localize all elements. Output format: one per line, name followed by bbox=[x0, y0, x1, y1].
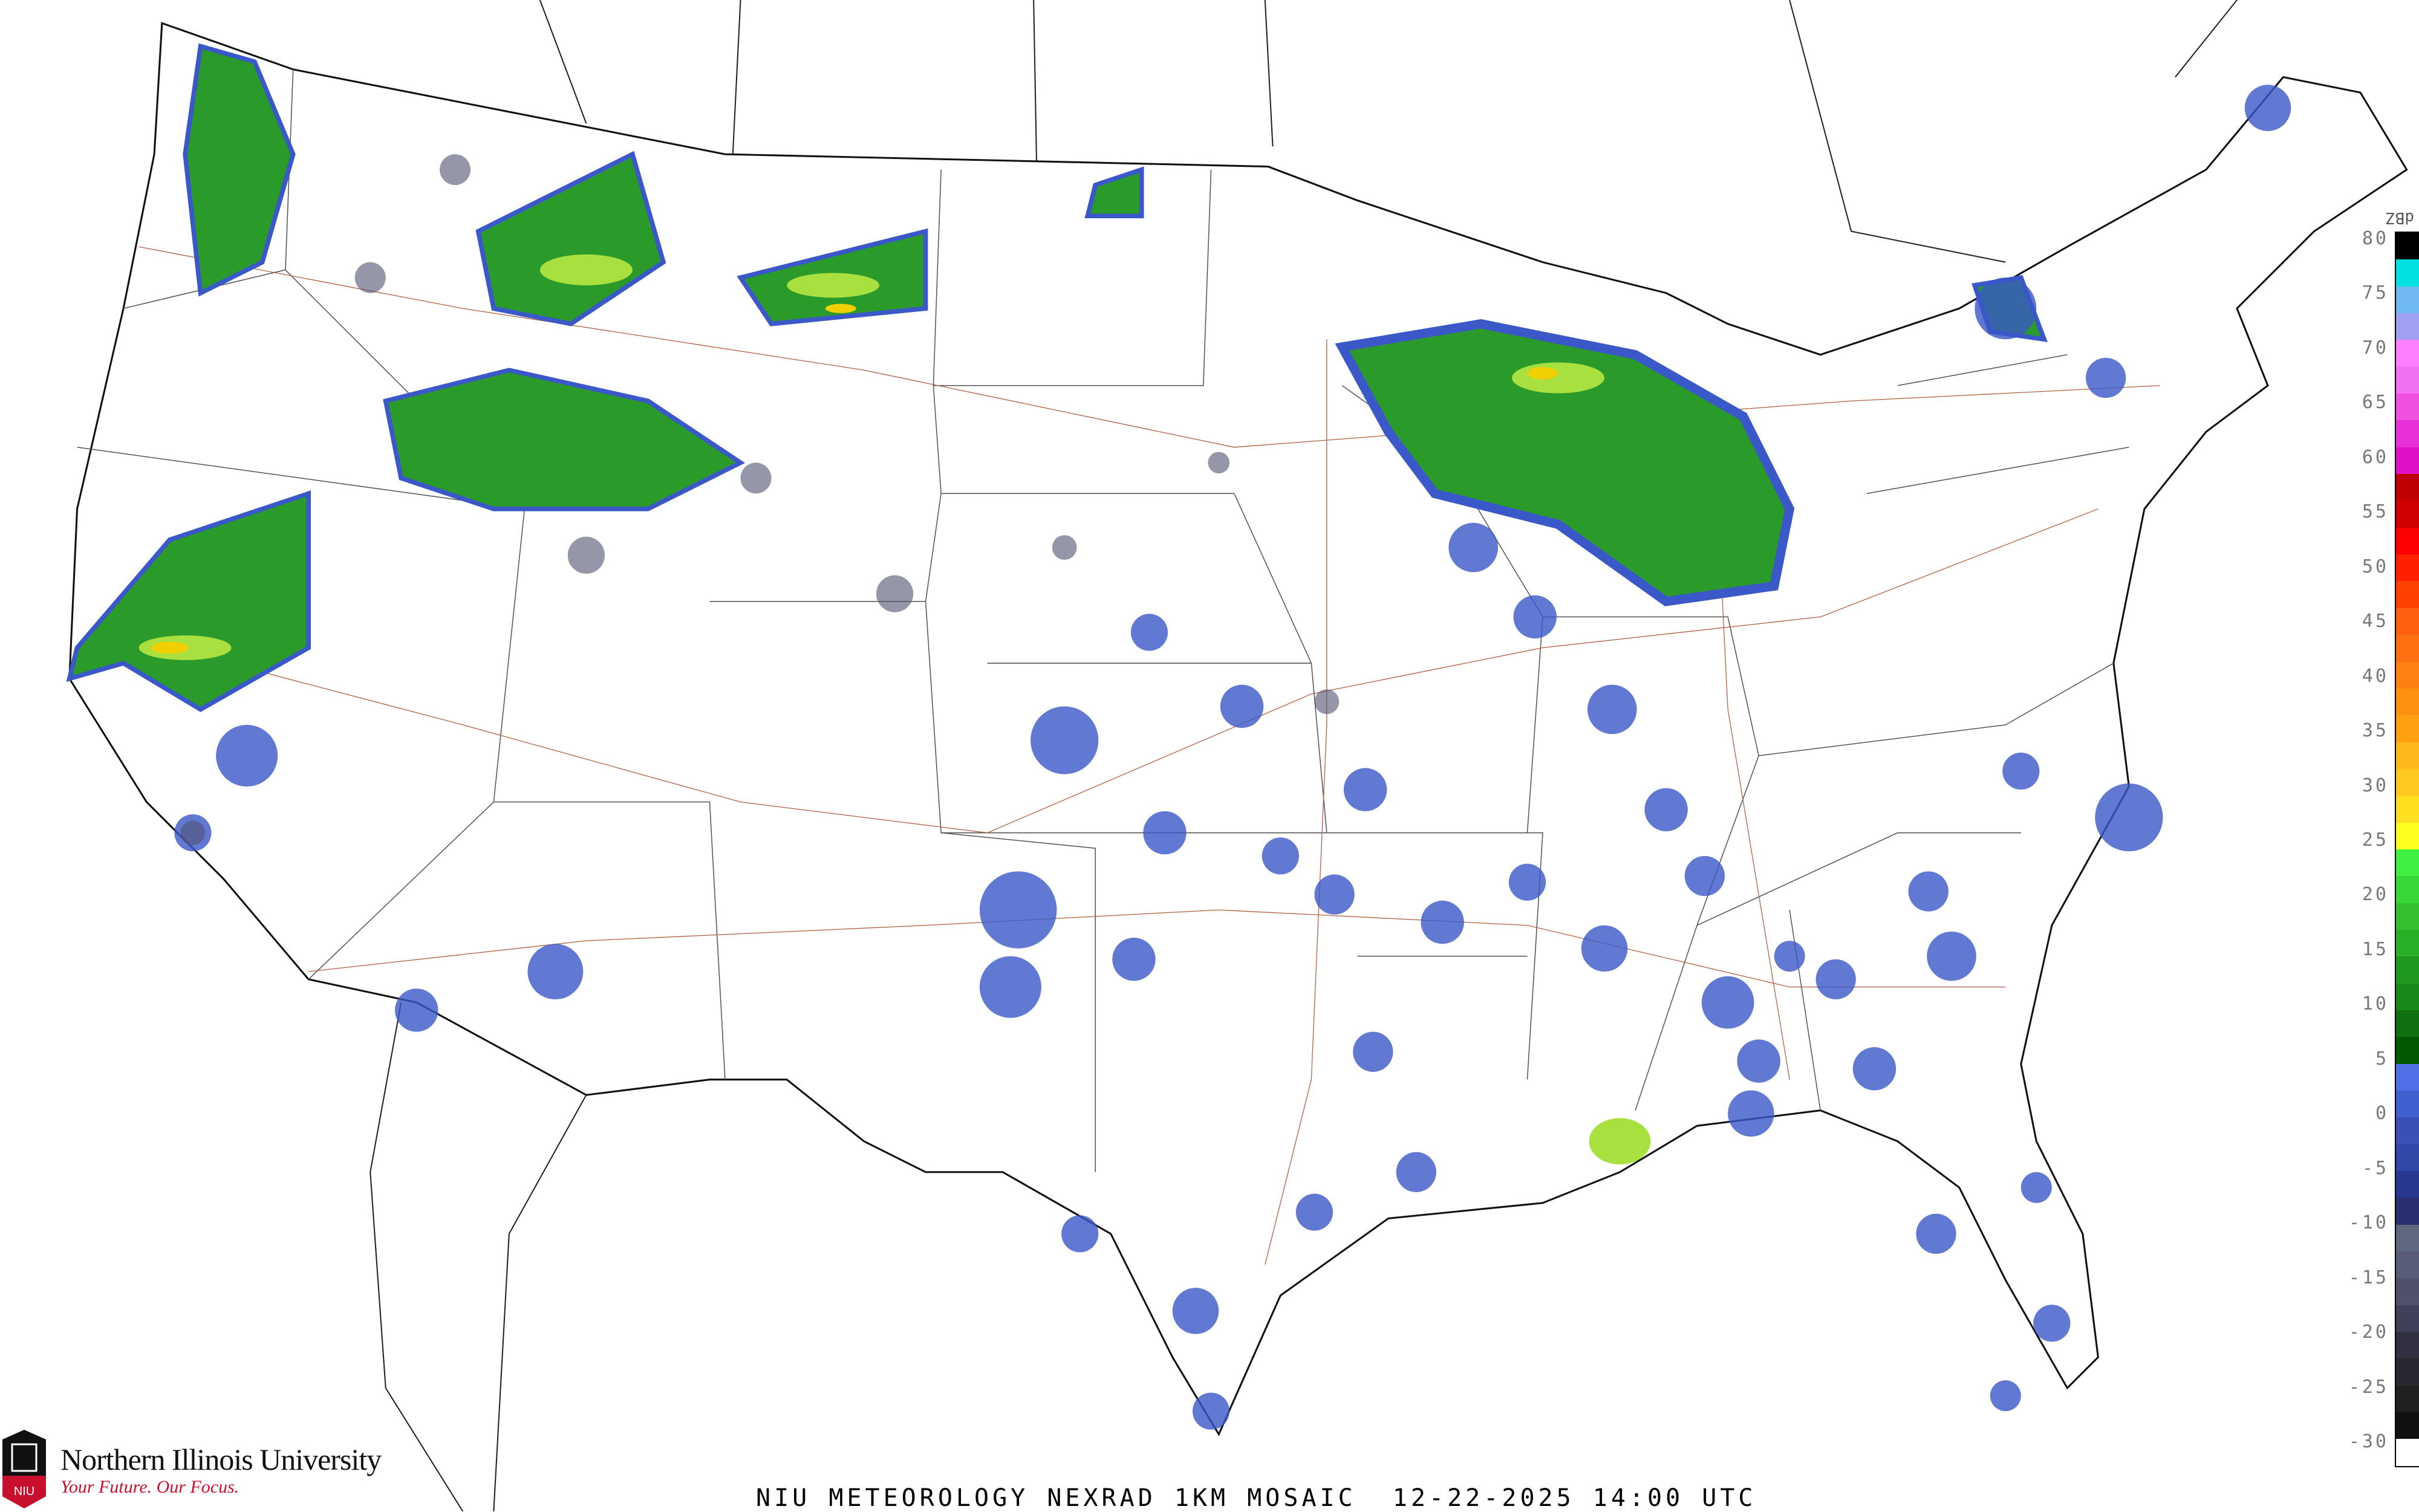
legend-tick-label: 50 bbox=[2362, 556, 2389, 577]
legend-color-step bbox=[2396, 688, 2419, 716]
legend-color-step bbox=[2396, 742, 2419, 769]
legend-color-step bbox=[2396, 1010, 2419, 1037]
legend-tick-label: 0 bbox=[2375, 1103, 2389, 1124]
legend-color-step bbox=[2396, 527, 2419, 555]
legend-color-step bbox=[2396, 796, 2419, 823]
legend-tick-label: 45 bbox=[2362, 611, 2389, 632]
legend-tick-label: 65 bbox=[2362, 392, 2389, 414]
legend-color-step bbox=[2396, 1305, 2419, 1332]
legend-color-step bbox=[2396, 1198, 2419, 1225]
legend-tick-label: -10 bbox=[2348, 1212, 2389, 1234]
university-name: Northern Illinois University bbox=[60, 1442, 382, 1476]
legend-color-step bbox=[2396, 1037, 2419, 1064]
legend-color-step bbox=[2396, 1091, 2419, 1118]
legend-color-step bbox=[2396, 313, 2419, 340]
niu-logo: NIU Northern Illinois University Your Fu… bbox=[0, 1430, 382, 1508]
university-tagline: Your Future. Our Focus. bbox=[60, 1477, 239, 1497]
legend-color-step bbox=[2396, 447, 2419, 475]
legend-tick-label: 55 bbox=[2362, 501, 2389, 523]
legend-color-step bbox=[2396, 286, 2419, 314]
legend-color-step bbox=[2396, 635, 2419, 662]
legend-color-step bbox=[2396, 608, 2419, 635]
legend-color-step bbox=[2396, 581, 2419, 608]
legend-tick-label: 10 bbox=[2362, 993, 2389, 1015]
legend-tick-label: 70 bbox=[2362, 337, 2389, 359]
legend-color-step bbox=[2396, 259, 2419, 287]
clear-air-returns bbox=[180, 154, 1340, 845]
legend-color-step bbox=[2396, 983, 2419, 1010]
legend-tick-label: 40 bbox=[2362, 665, 2389, 687]
legend-color-step bbox=[2396, 876, 2419, 903]
legend-color-step bbox=[2396, 1063, 2419, 1091]
legend-tick-label: -5 bbox=[2362, 1157, 2389, 1179]
legend-color-step bbox=[2396, 233, 2419, 260]
niu-seal-icon: NIU bbox=[2, 1430, 46, 1508]
legend-color-step bbox=[2396, 501, 2419, 528]
legend-color-step bbox=[2396, 1144, 2419, 1172]
legend-color-step bbox=[2396, 1439, 2419, 1466]
legend-color-step bbox=[2396, 1117, 2419, 1144]
legend-color-step bbox=[2396, 1251, 2419, 1279]
legend-color-step bbox=[2396, 956, 2419, 984]
canada-mexico-borders bbox=[370, 0, 2238, 1511]
legend-color-step bbox=[2396, 1332, 2419, 1359]
legend-color-step bbox=[2396, 849, 2419, 877]
legend-color-step bbox=[2396, 822, 2419, 849]
legend-color-step bbox=[2396, 1278, 2419, 1305]
legend-tick-label: 15 bbox=[2362, 938, 2389, 960]
conus-outline bbox=[68, 22, 2408, 1436]
legend-color-step bbox=[2396, 394, 2419, 421]
map-caption: NIU METEOROLOGY NEXRAD 1KM MOSAIC 12-22-… bbox=[756, 1484, 1757, 1512]
legend-tick-label: 80 bbox=[2362, 228, 2389, 249]
legend-tick-label: -20 bbox=[2348, 1322, 2389, 1343]
legend-color-step bbox=[2396, 1358, 2419, 1386]
legend-color-step bbox=[2396, 1385, 2419, 1413]
legend-color-step bbox=[2396, 903, 2419, 930]
legend-color-bar bbox=[2395, 232, 2419, 1467]
legend-tick-label: 30 bbox=[2362, 774, 2389, 796]
precip-great-lakes bbox=[1335, 319, 1795, 606]
legend-tick-label: -25 bbox=[2348, 1376, 2389, 1398]
legend-tick-label: -15 bbox=[2348, 1267, 2389, 1288]
legend-tick-label: 60 bbox=[2362, 446, 2389, 468]
precip-cores-intense bbox=[151, 303, 1558, 654]
legend-color-step bbox=[2396, 1412, 2419, 1439]
precipitation-echoes bbox=[66, 43, 2291, 1430]
legend-unit: dBZ bbox=[2386, 209, 2414, 227]
legend-color-step bbox=[2396, 420, 2419, 447]
legend-color-step bbox=[2396, 768, 2419, 796]
legend-color-step bbox=[2396, 715, 2419, 742]
radar-site-echoes bbox=[174, 85, 2291, 1430]
svg-text:NIU: NIU bbox=[14, 1485, 34, 1498]
legend-tick-label: 75 bbox=[2362, 282, 2389, 304]
legend-tick-label: -30 bbox=[2348, 1431, 2389, 1452]
legend-color-step bbox=[2396, 929, 2419, 957]
legend-color-step bbox=[2396, 1224, 2419, 1252]
legend-color-step bbox=[2396, 474, 2419, 501]
legend-color-step bbox=[2396, 1171, 2419, 1198]
legend-tick-label: 25 bbox=[2362, 829, 2389, 851]
legend-tick-label: 5 bbox=[2375, 1048, 2389, 1069]
legend-color-step bbox=[2396, 340, 2419, 367]
legend-color-step bbox=[2396, 366, 2419, 394]
legend-tick-label: 35 bbox=[2362, 720, 2389, 742]
legend-color-step bbox=[2396, 554, 2419, 582]
legend-tick-label: 20 bbox=[2362, 884, 2389, 906]
legend-color-step bbox=[2396, 661, 2419, 689]
